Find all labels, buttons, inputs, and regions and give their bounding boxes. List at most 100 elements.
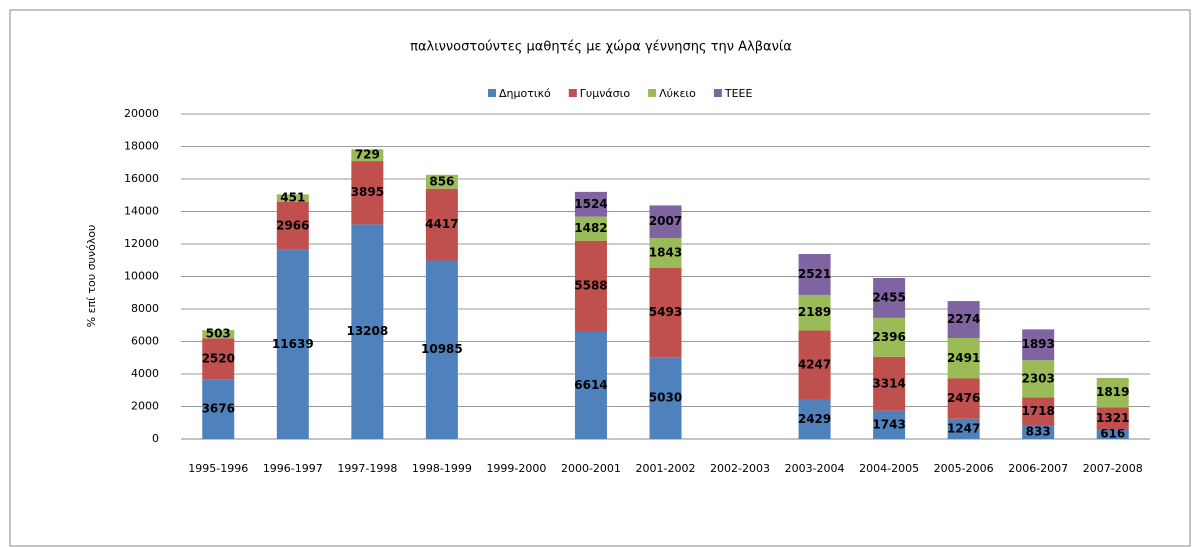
bar-segment [1096,377,1129,408]
bar-segment [947,301,980,339]
bar-segment [202,330,235,339]
bar-segment [649,357,682,439]
data-label: 616 [1100,426,1125,440]
data-label: 856 [429,174,454,188]
legend-swatch [648,89,657,97]
data-label: 4417 [425,217,458,231]
bar-segment [798,253,831,295]
bar-segment [351,224,384,439]
bar-segment [649,268,682,358]
bar-segment [276,249,309,439]
bar-segment [351,161,384,225]
data-label: 5493 [649,305,682,319]
legend-label: Γυμνάσιο [580,87,631,100]
data-label: 1247 [947,421,980,435]
data-label: 2966 [276,218,309,232]
bar-segment [276,201,309,250]
data-label: 1819 [1096,385,1129,399]
bar-segment [798,330,831,400]
y-tick-label: 6000 [131,335,159,348]
data-label: 1718 [1021,404,1054,418]
legend-label: Λύκειο [659,87,696,100]
bar-segment [1096,428,1129,439]
bar-segment [947,338,980,379]
y-tick-label: 16000 [124,172,159,185]
bar-segment [1022,360,1055,398]
x-tick-label: 2002-2003 [710,462,770,475]
y-tick-label: 18000 [124,140,159,153]
data-label: 1743 [872,417,905,431]
bar-segment [276,194,309,202]
bar-segment [649,205,682,239]
bar-segment [351,149,384,162]
data-label: 5588 [574,279,607,293]
bar-segment [873,277,906,318]
data-label: 2520 [202,351,235,365]
data-label: 1843 [649,246,682,260]
x-tick-label: 2007-2008 [1083,462,1143,475]
bar-segment [425,188,458,261]
bar-segment [202,379,235,439]
legend-swatch [488,89,496,97]
data-label: 1482 [574,221,607,235]
bar-segment [425,260,458,439]
bar-segment [574,191,607,217]
data-label: 1893 [1021,337,1054,351]
bar-segment [798,294,831,331]
y-tick-label: 2000 [131,400,159,413]
data-label: 3314 [872,376,905,390]
bar-segment [574,216,607,241]
x-tick-label: 2005-2006 [934,462,994,475]
bar-segment [1022,329,1055,361]
chart-title: παλιννοστούντες μαθητές με χώρα γέννησης… [410,40,792,55]
data-label: 5030 [649,391,682,405]
x-tick-label: 2003-2004 [785,462,845,475]
data-label: 1321 [1096,411,1129,425]
x-tick-label: 2004-2005 [859,462,919,475]
x-tick-label: 1995-1996 [188,462,248,475]
bar-segment [574,331,607,439]
legend-label: ΤΕΕΕ [724,87,753,100]
data-label: 3676 [202,402,235,416]
bar-segment [1096,407,1129,429]
data-label: 2007 [649,214,682,228]
data-label: 11639 [272,337,314,351]
data-label: 2274 [947,312,980,326]
bar-segment [798,399,831,439]
data-label: 2476 [947,391,980,405]
data-label: 2303 [1021,371,1054,385]
legend-label: Δημοτικό [499,87,551,100]
data-label: 2189 [798,305,831,319]
data-label: 2491 [947,351,980,365]
x-tick-label: 1998-1999 [412,462,472,475]
data-label: 833 [1026,425,1051,439]
data-label: 2429 [798,412,831,426]
y-axis-label: % επί του συνόλου [85,225,98,328]
x-tick-label: 2006-2007 [1008,462,1068,475]
bar-segment [873,356,906,411]
y-tick-label: 14000 [124,205,159,218]
y-tick-label: 12000 [124,237,159,250]
y-tick-label: 0 [152,432,159,445]
bar-segment [873,410,906,439]
data-label: 6614 [574,378,607,392]
x-tick-label: 1997-1998 [337,462,397,475]
data-label: 451 [280,191,305,205]
data-label: 13208 [346,324,388,338]
data-label: 729 [355,148,380,162]
legend-swatch [713,89,722,97]
data-label: 2521 [798,267,831,281]
x-tick-label: 2001-2002 [636,462,696,475]
y-tick-label: 10000 [124,270,159,283]
data-label: 1524 [574,197,607,211]
bar-segment [873,317,906,357]
bar-segment [574,240,607,332]
x-tick-label: 1996-1997 [263,462,323,475]
y-tick-label: 20000 [124,107,159,120]
bar-segment [649,238,682,269]
y-tick-label: 4000 [131,367,159,380]
data-label: 10985 [421,342,463,356]
bar-segment [947,418,980,439]
bar-segment [1022,425,1055,439]
